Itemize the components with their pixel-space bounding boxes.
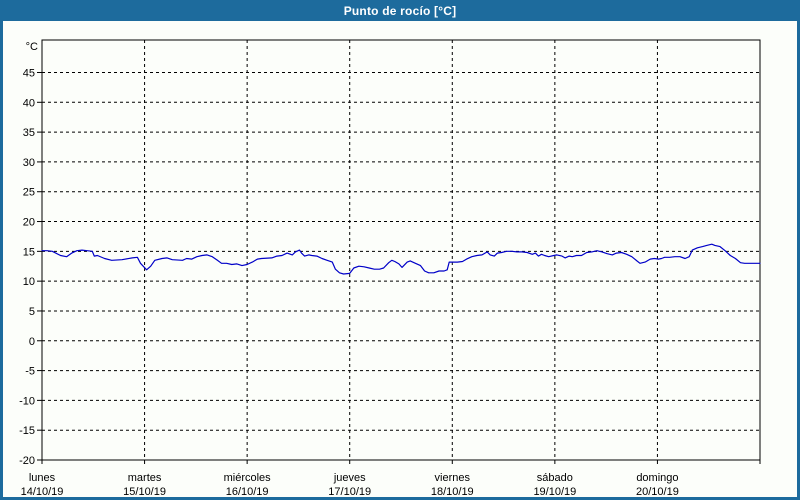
y-tick-label: 30 <box>23 157 35 169</box>
y-tick-label: 25 <box>23 187 35 199</box>
y-tick-label: 20 <box>23 217 35 229</box>
y-tick-label: -20 <box>19 455 35 467</box>
x-weekday-label: jueves <box>333 472 366 484</box>
x-weekday-label: lunes <box>29 472 56 484</box>
x-date-label: 18/10/19 <box>431 486 474 498</box>
x-weekday-label: martes <box>128 472 162 484</box>
title-bar: Punto de rocío [°C] <box>0 0 800 21</box>
y-tick-label: 15 <box>23 246 35 258</box>
dew-point-series-line <box>41 243 761 275</box>
y-tick-label: 0 <box>29 336 35 348</box>
x-date-label: 20/10/19 <box>636 486 679 498</box>
x-date-label: 15/10/19 <box>123 486 166 498</box>
y-tick-label: -10 <box>19 395 35 407</box>
y-tick-label: -15 <box>19 425 35 437</box>
x-weekday-label: viernes <box>435 472 471 484</box>
plot-border <box>41 39 761 461</box>
y-tick-label: -5 <box>25 366 35 378</box>
x-date-label: 16/10/19 <box>226 486 269 498</box>
y-axis-unit-label: °C <box>26 41 38 53</box>
y-tick-label: 10 <box>23 276 35 288</box>
y-tick-label: 45 <box>23 67 35 79</box>
x-weekday-label: domingo <box>636 472 678 484</box>
y-tick-label: 40 <box>23 97 35 109</box>
y-tick-label: 35 <box>23 127 35 139</box>
x-date-label: 19/10/19 <box>533 486 576 498</box>
y-tick-label: 5 <box>29 306 35 318</box>
x-date-label: 14/10/19 <box>21 486 64 498</box>
chart-title: Punto de rocío [°C] <box>343 3 457 18</box>
chart-area <box>3 21 797 497</box>
x-weekday-label: sábado <box>537 472 573 484</box>
x-date-label: 17/10/19 <box>328 486 371 498</box>
x-weekday-label: miércoles <box>224 472 272 484</box>
